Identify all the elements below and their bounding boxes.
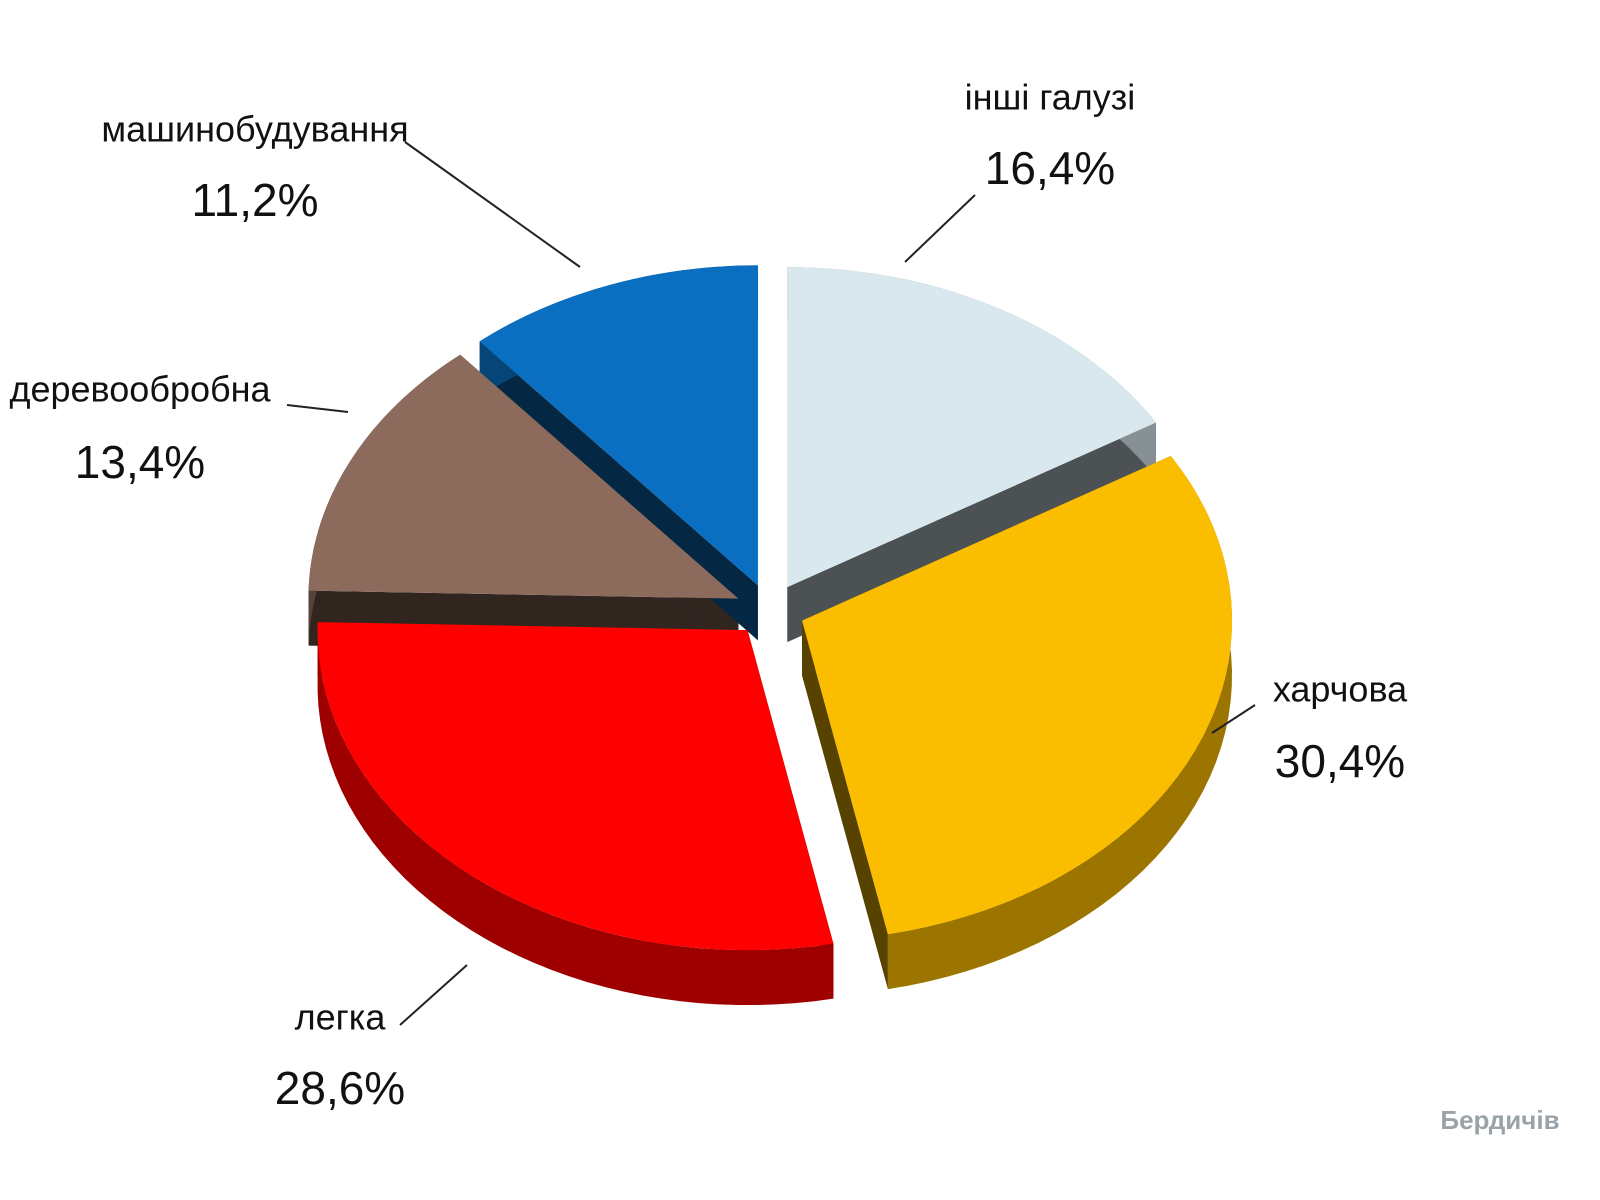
logo-text: Бердичів: [1440, 1105, 1559, 1135]
slice-value-label: 28,6%: [275, 1062, 405, 1114]
leader-line: [1211, 704, 1256, 734]
slice-name: харчова: [1273, 669, 1408, 710]
slice: [308, 354, 739, 599]
slice-side: [802, 620, 888, 990]
slice-value-label: 11,2%: [191, 174, 318, 226]
slice-wall: [887, 455, 1232, 990]
leader-line: [404, 141, 581, 268]
slice: [317, 622, 834, 951]
leader-line: [399, 964, 468, 1026]
slice-value-label: 13,4%: [75, 436, 205, 488]
leader-line: [904, 194, 976, 263]
slice: [479, 265, 758, 586]
slice: [787, 267, 1156, 588]
slice-name: легка: [295, 997, 387, 1038]
slice-wall: [317, 622, 834, 1006]
slice-name: інші галузі: [965, 77, 1136, 118]
slice-value-label: 30,4%: [1275, 735, 1405, 787]
slice-value-label: 16,4%: [985, 142, 1115, 194]
slice-name: машинобудування: [101, 109, 408, 150]
leader-line: [286, 404, 349, 413]
slice-name: деревообробна: [9, 369, 271, 410]
slice: [802, 455, 1233, 935]
